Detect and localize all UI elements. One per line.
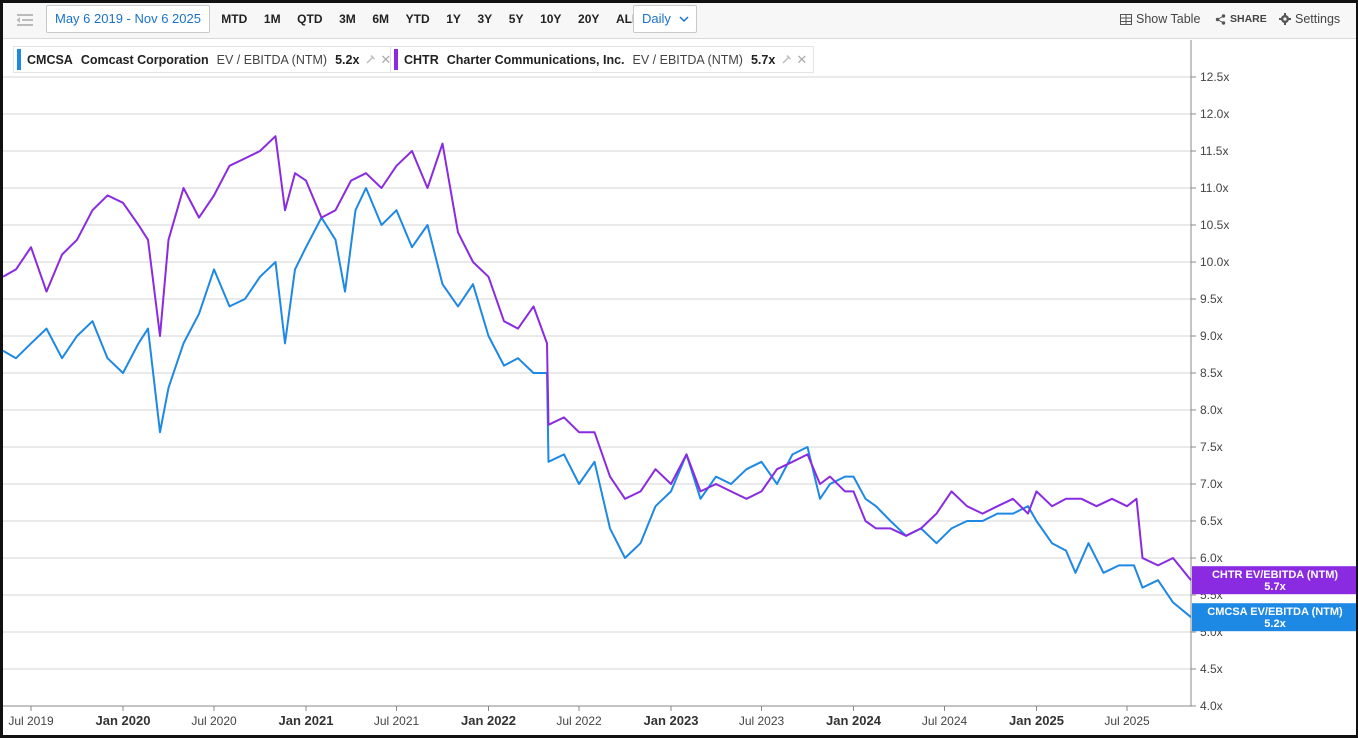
date-range-picker[interactable]: May 6 2019 - Nov 6 2025 xyxy=(46,5,210,33)
end-flag-name: CHTR EV/EBITDA (NTM) xyxy=(1212,569,1338,581)
legend-color-chtr xyxy=(394,49,398,70)
y-tick-label: 9.5x xyxy=(1200,292,1223,306)
x-tick-label: Jan 2020 xyxy=(96,713,151,728)
period-5y[interactable]: 5Y xyxy=(508,12,524,26)
period-6m[interactable]: 6M xyxy=(372,12,390,26)
y-tick-label: 8.5x xyxy=(1200,366,1223,380)
end-flag-bg xyxy=(1192,566,1356,595)
period-3m[interactable]: 3M xyxy=(339,12,356,26)
end-flag-name: CMCSA EV/EBITDA (NTM) xyxy=(1207,606,1343,618)
legend-value: 5.2x xyxy=(335,52,360,67)
period-20y[interactable]: 20Y xyxy=(578,12,600,26)
series-lines xyxy=(2,135,1192,618)
y-tick-label: 12.5x xyxy=(1200,70,1229,84)
x-tick-label: Jan 2023 xyxy=(644,713,699,728)
x-tick-label: Jul 2021 xyxy=(374,714,420,728)
pin-icon[interactable] xyxy=(781,54,792,65)
y-tick-label: 6.0x xyxy=(1200,551,1223,565)
x-tick-label: Jan 2022 xyxy=(461,713,516,728)
x-tick-label: Jul 2022 xyxy=(556,714,602,728)
period-1m[interactable]: 1M xyxy=(263,12,281,26)
x-tick-label: Jul 2024 xyxy=(922,714,968,728)
legend-ticker: CMCSA xyxy=(27,52,73,67)
legend-value: 5.7x xyxy=(750,52,776,67)
x-axis-ticks: Jul 2019 Jan 2020 Jul 2020 Jan 2021 Jul 2021… xyxy=(8,706,1150,728)
x-tick-label: Jan 2025 xyxy=(1009,713,1064,728)
period-ytd[interactable]: YTD xyxy=(405,12,430,26)
end-flag-value: 5.2x xyxy=(1264,618,1286,630)
share-icon xyxy=(1215,13,1226,25)
period-mtd[interactable]: MTD xyxy=(221,12,248,26)
end-flag-bg xyxy=(1192,603,1356,632)
grid xyxy=(3,76,1191,670)
series-line-0[interactable] xyxy=(2,187,1192,618)
legend-ticker: CHTR xyxy=(404,52,439,67)
end-value-flags: CHTR EV/EBITDA (NTM)5.7x CMCSA EV/EBITDA … xyxy=(1192,566,1356,632)
y-tick-label: 8.0x xyxy=(1200,403,1223,417)
period-3y[interactable]: 3Y xyxy=(477,12,493,26)
x-tick-label: Jan 2021 xyxy=(279,713,334,728)
frequency-value: Daily xyxy=(642,11,671,26)
table-icon xyxy=(1120,13,1132,25)
period-qtd[interactable]: QTD xyxy=(297,12,323,26)
y-tick-label: 10.0x xyxy=(1200,255,1229,269)
y-tick-label: 6.5x xyxy=(1200,514,1223,528)
legend-color-cmcsa xyxy=(17,49,21,70)
period-1y[interactable]: 1Y xyxy=(446,12,461,26)
y-tick-label: 7.0x xyxy=(1200,477,1223,491)
chevron-down-icon xyxy=(679,16,689,23)
y-tick-label: 11.0x xyxy=(1200,181,1228,195)
y-tick-label: 10.5x xyxy=(1200,218,1229,232)
share-button[interactable]: SHARE xyxy=(1215,5,1267,33)
end-flag-value: 5.7x xyxy=(1264,581,1286,593)
legend-company: Comcast Corporation xyxy=(80,52,209,67)
show-table-button[interactable]: Show Table xyxy=(1120,5,1200,33)
y-tick-label: 4.5x xyxy=(1200,662,1223,676)
remove-series-icon[interactable]: ✕ xyxy=(796,51,808,67)
x-tick-label: Jul 2023 xyxy=(739,714,785,728)
legend-cmcsa[interactable]: CMCSA Comcast Corporation EV / EBITDA (N… xyxy=(13,46,399,73)
x-tick-label: Jul 2019 xyxy=(8,714,54,728)
frequency-dropdown[interactable]: Daily xyxy=(633,5,697,33)
chart-toolbar: May 6 2019 - Nov 6 2025 MTD 1M QTD 3M 6M… xyxy=(3,3,1356,39)
settings-label: Settings xyxy=(1295,12,1341,26)
y-tick-label: 12.0x xyxy=(1200,107,1229,121)
legend-chtr[interactable]: CHTR Charter Communications, Inc. EV / E… xyxy=(390,46,815,73)
y-tick-label: 4.0x xyxy=(1200,699,1223,713)
share-label: SHARE xyxy=(1230,13,1267,25)
x-tick-label: Jul 2020 xyxy=(191,714,237,728)
x-tick-label: Jan 2024 xyxy=(826,713,882,728)
legend-metric: EV / EBITDA (NTM) xyxy=(632,52,743,67)
y-tick-label: 9.0x xyxy=(1200,329,1223,343)
pin-icon[interactable] xyxy=(365,54,376,65)
show-table-label: Show Table xyxy=(1136,12,1201,26)
y-tick-label: 11.5x xyxy=(1200,144,1228,158)
legend-metric: EV / EBITDA (NTM) xyxy=(216,52,328,67)
y-tick-label: 7.5x xyxy=(1200,440,1223,454)
remove-series-icon[interactable]: ✕ xyxy=(380,51,392,67)
legend-company: Charter Communications, Inc. xyxy=(446,52,625,67)
gear-icon xyxy=(1279,13,1291,25)
settings-button[interactable]: Settings xyxy=(1279,5,1340,33)
period-buttons: MTD 1M QTD 3M 6M YTD 1Y 3Y 5Y 10Y 20Y AL… xyxy=(213,5,648,33)
period-10y[interactable]: 10Y xyxy=(540,12,562,26)
collapse-menu-icon[interactable] xyxy=(15,10,35,30)
series-line-1[interactable] xyxy=(2,135,1192,581)
x-tick-label: Jul 2025 xyxy=(1104,714,1150,728)
